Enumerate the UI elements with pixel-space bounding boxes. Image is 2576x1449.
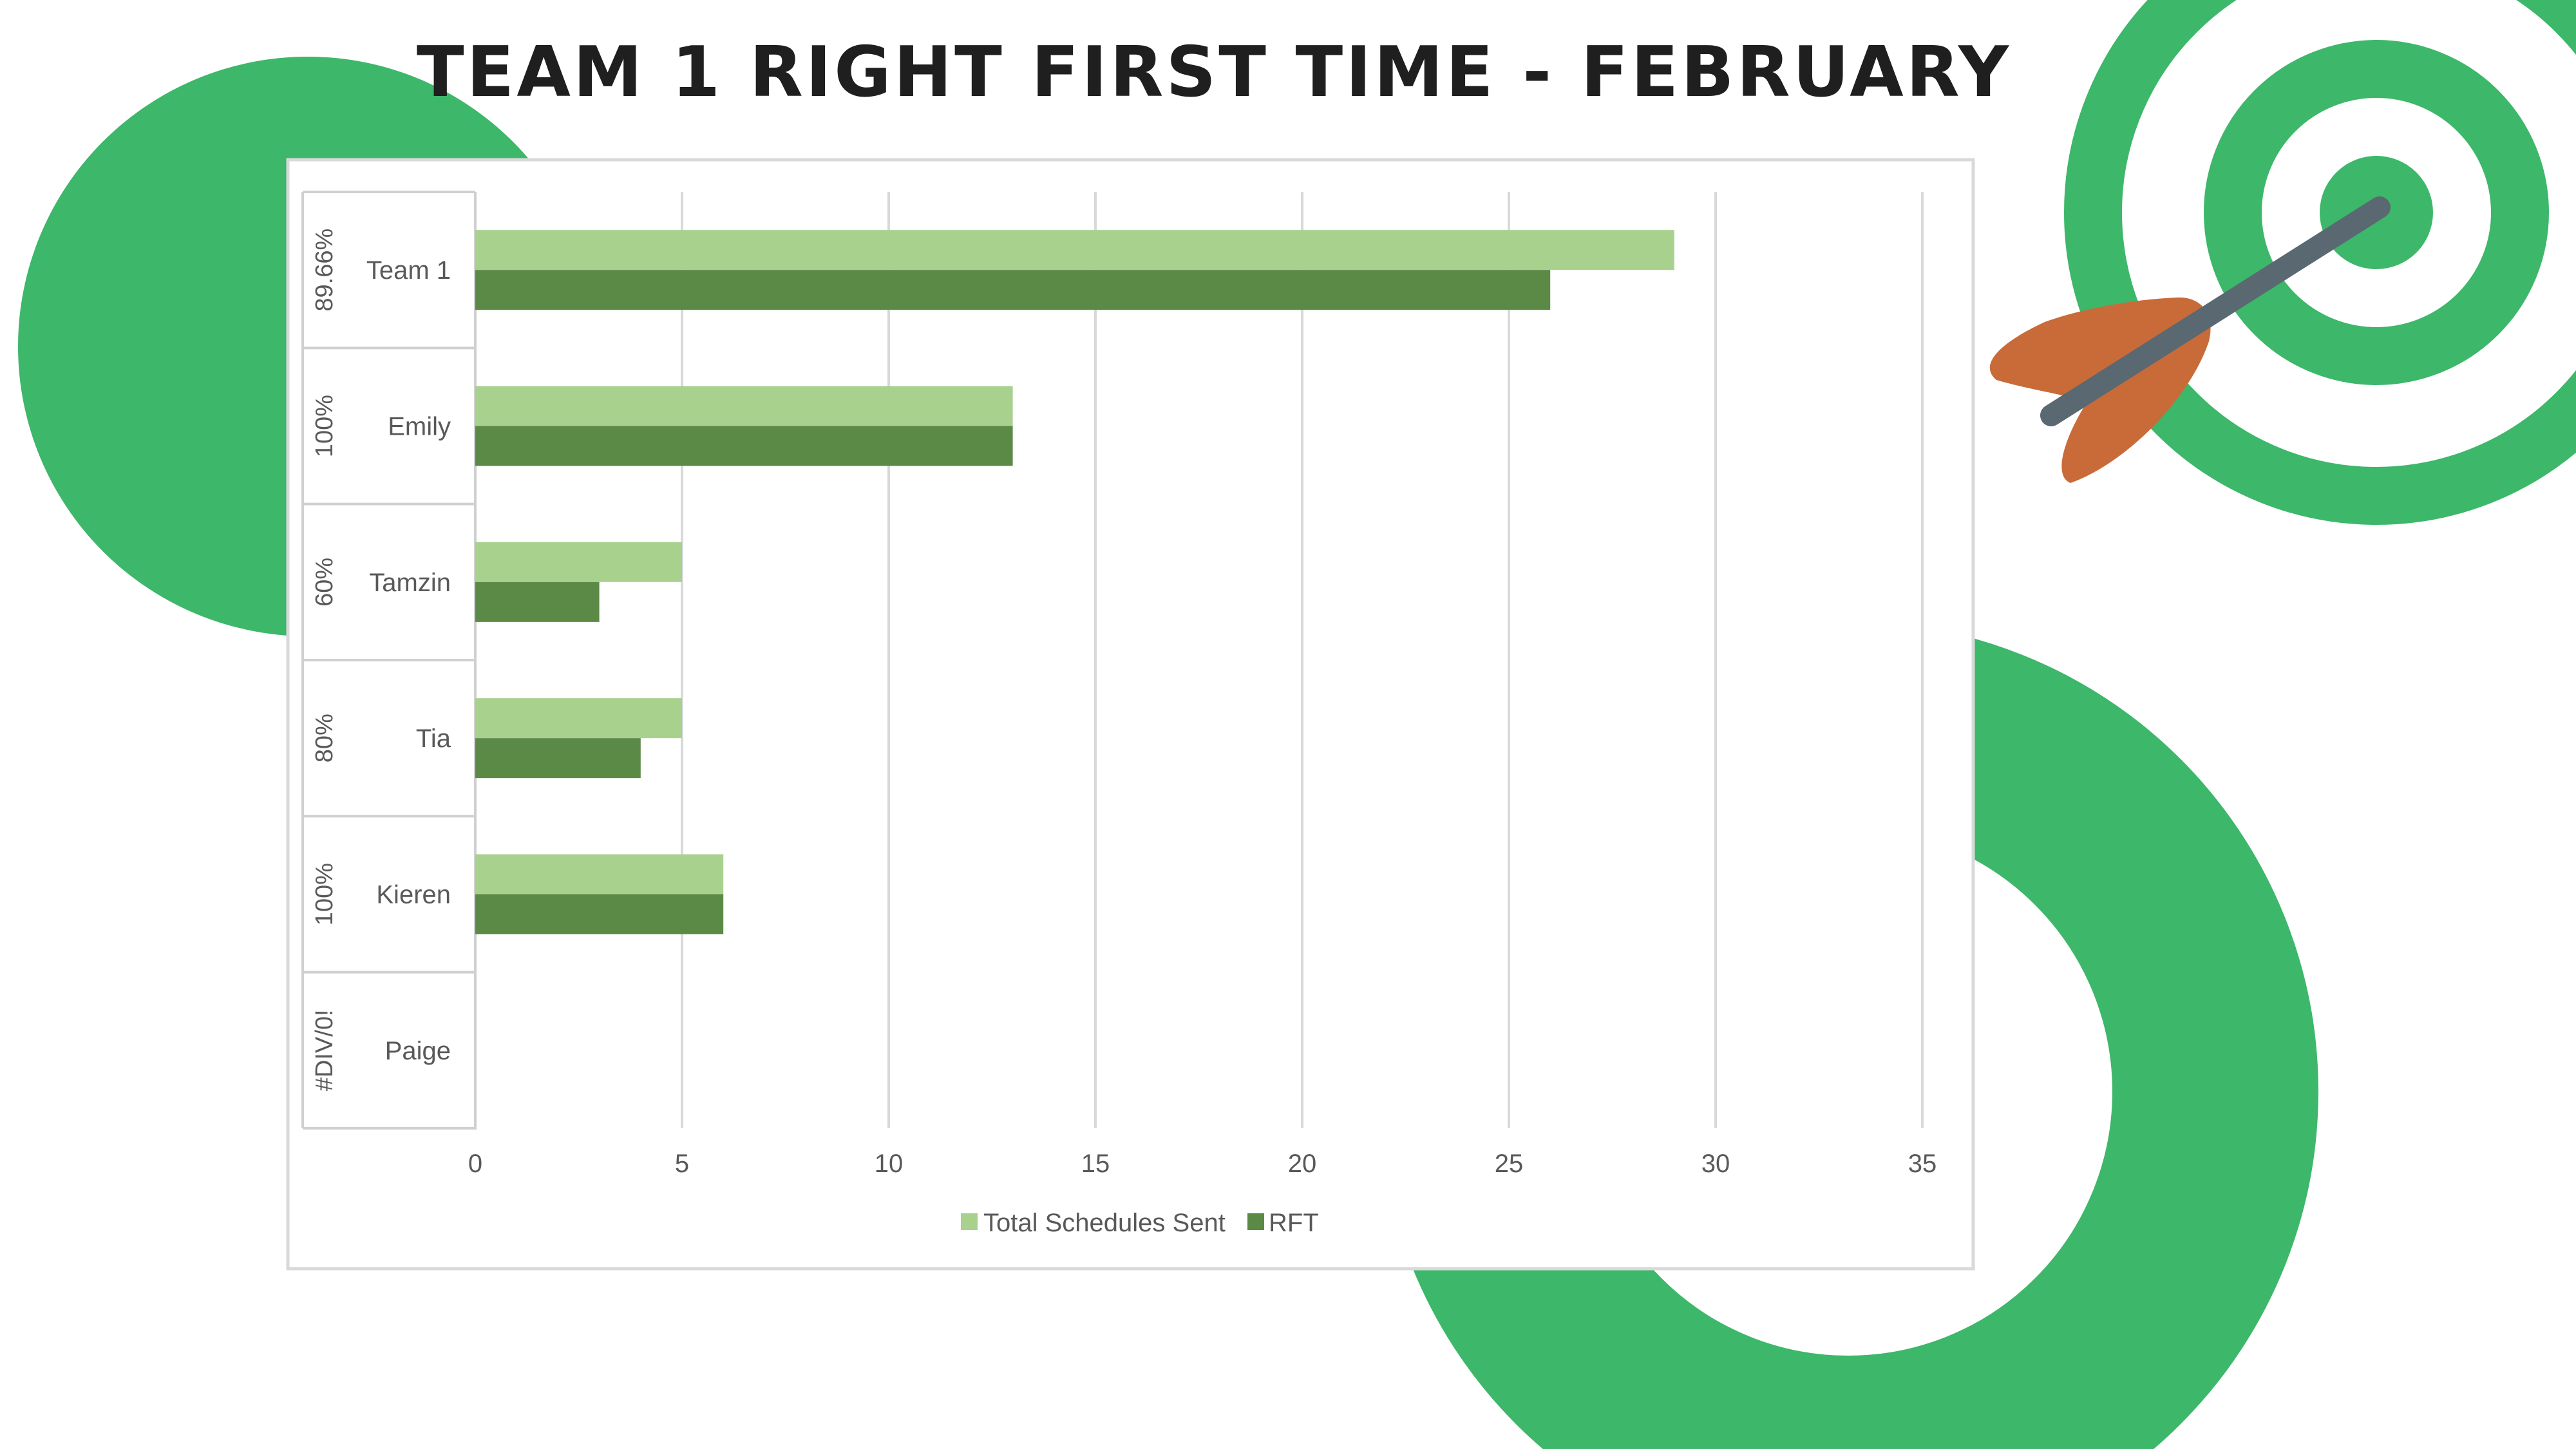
x-tick-label: 15 — [1081, 1150, 1110, 1178]
gridlines — [681, 192, 1924, 1128]
category-label: Team 1 — [366, 256, 451, 285]
target-icon — [2064, 0, 2576, 525]
target-ring-middle — [2204, 40, 2549, 385]
group-label: 89.66% — [311, 229, 338, 312]
x-tick-labels: 0 5 10 15 20 25 30 35 — [468, 1150, 1937, 1178]
legend-label: Total Schedules Sent — [983, 1209, 1226, 1237]
bar-rft-team-1 — [475, 270, 1551, 310]
category-label: Kieren — [376, 881, 451, 909]
legend-label: RFT — [1269, 1209, 1319, 1237]
page-title: TEAM 1 RIGHT FIRST TIME - FEBRUARY — [416, 32, 2012, 113]
group-label: 100% — [311, 395, 338, 457]
legend-swatch — [1247, 1213, 1264, 1230]
legend-swatch — [961, 1213, 978, 1230]
bar-rft-tamzin — [475, 582, 600, 622]
group-labels: 89.66% 100% 60% 80% 100% #DIV/0! — [311, 229, 338, 1091]
x-tick-label: 25 — [1495, 1150, 1524, 1178]
target-ring-outer — [2064, 0, 2576, 525]
bar-total-schedules-sent-tia — [475, 698, 682, 739]
arrow-icon — [1989, 196, 2391, 483]
bar-rft-kieren — [475, 894, 724, 934]
category-table — [301, 191, 477, 1130]
group-label: 60% — [311, 558, 338, 607]
category-labels: Team 1 Emily Tamzin Tia Kieren Paige — [366, 256, 451, 1065]
bar-total-schedules-sent-team-1 — [475, 230, 1674, 270]
group-label: 100% — [311, 863, 338, 925]
x-tick-label: 10 — [875, 1150, 904, 1178]
category-label: Tia — [416, 724, 451, 753]
bar-total-schedules-sent-tamzin — [475, 542, 682, 582]
x-tick-label: 5 — [675, 1150, 689, 1178]
group-label: #DIV/0! — [311, 1009, 338, 1091]
bar-rft-tia — [475, 738, 641, 779]
category-label: Emily — [388, 413, 451, 441]
x-tick-label: 30 — [1701, 1150, 1730, 1178]
category-label: Tamzin — [369, 569, 451, 597]
bar-total-schedules-sent-kieren — [475, 854, 724, 895]
bar-rft-emily — [475, 426, 1013, 466]
x-tick-label: 0 — [468, 1150, 482, 1178]
bars — [475, 230, 1674, 934]
x-tick-label: 20 — [1288, 1150, 1317, 1178]
bar-total-schedules-sent-emily — [475, 386, 1013, 426]
legend: Total Schedules Sent RFT — [961, 1209, 1319, 1237]
category-label: Paige — [385, 1037, 451, 1065]
x-tick-label: 35 — [1908, 1150, 1937, 1178]
arrow-shaft — [2040, 196, 2391, 426]
group-label: 80% — [311, 714, 338, 762]
